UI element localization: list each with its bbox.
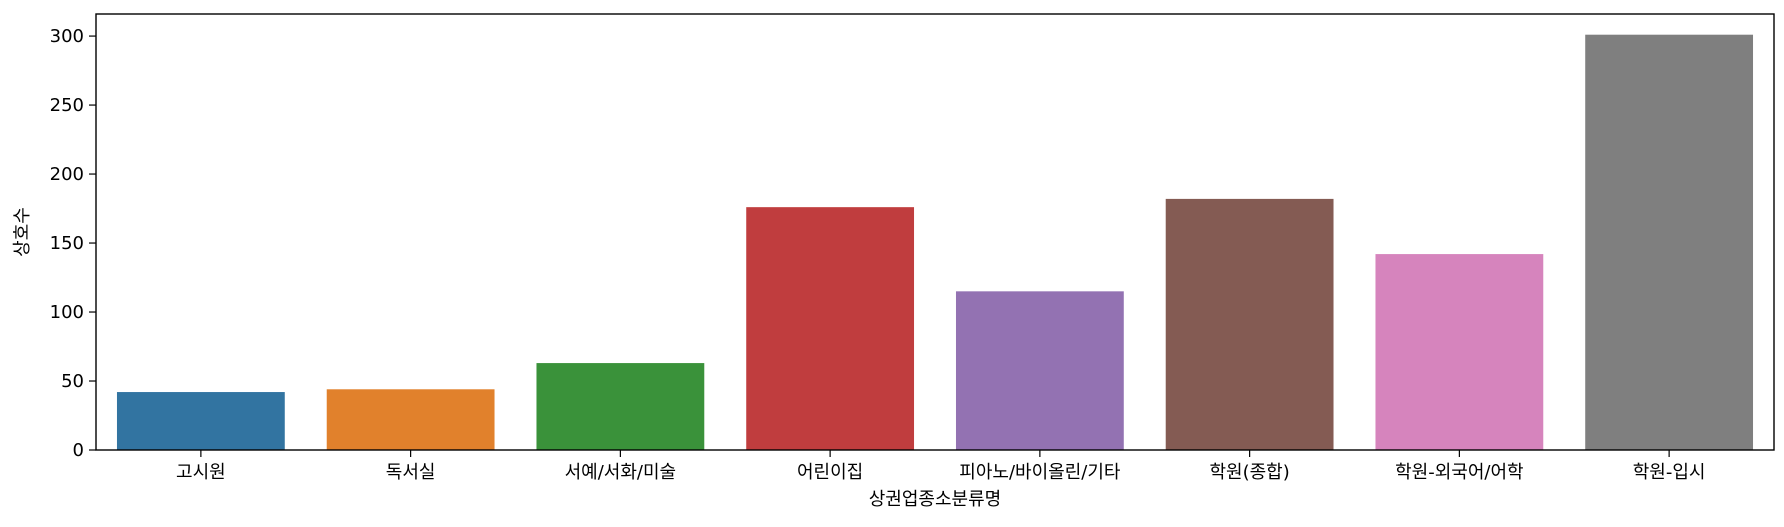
plot-frame (95, 13, 1775, 451)
y-axis-label: 상호수 (12, 207, 33, 257)
bar-4 (746, 207, 915, 450)
y-axis: 0 50 100 150 200 250 300 (50, 26, 96, 461)
y-tick-label: 300 (50, 26, 84, 47)
x-tick-label: 고시원 (176, 462, 226, 483)
bar-5 (955, 291, 1124, 450)
x-tick-label: 피아노/바이올린/기타 (959, 462, 1121, 483)
y-tick-label: 100 (50, 302, 84, 323)
bar-7 (1375, 254, 1544, 450)
x-tick-label: 어린이집 (797, 462, 863, 483)
x-tick-label: 학원-입시 (1633, 462, 1706, 483)
bar-3 (536, 363, 705, 450)
bar-1 (116, 392, 285, 450)
bar-6 (1165, 198, 1334, 450)
y-tick-label: 150 (50, 233, 84, 254)
bar-2 (326, 389, 495, 450)
bar-8 (1585, 34, 1754, 450)
y-tick-label: 50 (61, 371, 84, 392)
x-tick-label: 학원-외국어/어학 (1395, 462, 1523, 483)
y-tick-label: 0 (73, 440, 84, 461)
x-tick-label: 독서실 (386, 462, 436, 483)
bars-layer (116, 34, 1754, 450)
y-tick-label: 200 (50, 164, 84, 185)
x-axis: 고시원 독서실 서예/서화/미술 어린이집 피아노/바이올린/기타 학원(종합) 학원-외국… (176, 450, 1706, 483)
y-tick-label: 250 (50, 95, 84, 116)
x-axis-label: 상권업종소분류명 (869, 489, 1001, 510)
x-tick-label: 서예/서화/미술 (565, 462, 677, 483)
x-tick-label: 학원(종합) (1209, 462, 1289, 483)
